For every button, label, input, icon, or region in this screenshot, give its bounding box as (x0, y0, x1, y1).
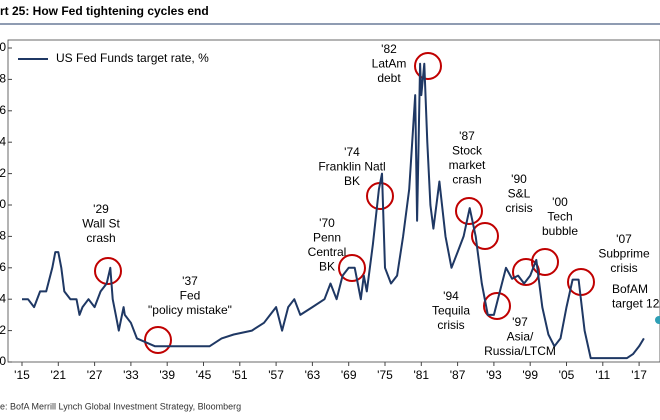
annotation-line: BofAM (612, 282, 648, 296)
x-tick-label: '75 (377, 368, 393, 382)
source-note: e: BofA Merrill Lynch Global Investment … (0, 401, 241, 411)
chart-title: rt 25: How Fed tightening cycles end (0, 4, 209, 18)
annotation-line: bubble (542, 224, 578, 238)
annotation-line: Subprime (598, 247, 650, 261)
x-tick-label: '93 (486, 368, 502, 382)
annotation-line: Russia/LTCM (484, 344, 556, 358)
annotation-line: '70 (319, 216, 335, 230)
x-tick-label: '63 (305, 368, 321, 382)
highlight-circles (94, 52, 595, 354)
annotation-line: crisis (437, 318, 464, 332)
annotation-line: Wall St (82, 217, 120, 231)
x-tick-label: '51 (232, 368, 248, 382)
x-tick-label: '11 (595, 368, 610, 382)
y-tick-label: 2 (0, 166, 6, 180)
annotation-line: '37 (182, 274, 198, 288)
highlight-circle (483, 292, 511, 320)
legend-label: US Fed Funds target rate, % (56, 51, 209, 65)
highlight-circle (144, 326, 172, 354)
annotation-line: Tech (547, 210, 572, 224)
annotation-line: crash (86, 231, 115, 245)
target-marker (655, 316, 660, 324)
x-tick-label: '33 (123, 368, 139, 382)
annotation-line: crash (452, 173, 481, 187)
y-tick-label: 6 (0, 260, 6, 274)
highlight-circle (414, 52, 442, 80)
annotation-line: '90 (511, 172, 527, 186)
y-tick-label: 0 (0, 197, 6, 211)
annotation-line: Franklin Natl (318, 160, 385, 174)
annotation-line: Asia/ (507, 330, 534, 344)
x-tick-label: '81 (413, 368, 429, 382)
x-tick-label: '15 (14, 368, 30, 382)
annotation-line: '29 (93, 202, 109, 216)
annotation-line: market (449, 158, 486, 172)
annotation-line: S&L (508, 187, 531, 201)
y-tick-label: 4 (0, 291, 6, 305)
annotation-line: '00 (552, 195, 568, 209)
highlight-circle (531, 248, 559, 276)
annotation-line: Penn (313, 231, 341, 245)
annotation-line: BK (319, 260, 335, 274)
y-tick-label: 0 (0, 40, 6, 54)
y-tick-label: 0 (0, 354, 6, 368)
y-tick-label: 4 (0, 134, 6, 148)
plot-frame (7, 39, 660, 363)
annotation-line: '87 (459, 129, 475, 143)
annotation-line: crisis (505, 201, 532, 215)
x-tick-label: '27 (87, 368, 103, 382)
highlight-circle (512, 258, 540, 286)
annotation-line: Central (308, 245, 347, 259)
y-tick-label: 8 (0, 229, 6, 243)
annotation-line: Fed (180, 289, 201, 303)
highlight-circle (455, 197, 483, 225)
annotation-line: "policy mistake" (148, 303, 232, 317)
x-tick-label: '21 (50, 368, 66, 382)
annotation-line: target 12/1 (612, 297, 660, 311)
y-tick-label: 8 (0, 72, 6, 86)
series-line (22, 62, 645, 360)
annotation-line: BK (344, 174, 360, 188)
x-tick-label: '57 (268, 368, 284, 382)
highlight-circle (338, 254, 366, 282)
x-tick-label: '87 (450, 368, 466, 382)
annotation-line: crisis (610, 261, 637, 275)
annotation-line: '07 (616, 232, 632, 246)
x-tick-label: '45 (196, 368, 212, 382)
annotation-line: Stock (452, 144, 483, 158)
x-tick-label: '05 (559, 368, 575, 382)
annotation-line: '97 (512, 315, 528, 329)
x-tick-label: '69 (341, 368, 357, 382)
annotation-line: '74 (344, 145, 360, 159)
highlight-circle (471, 222, 499, 250)
x-tick-label: '99 (522, 368, 538, 382)
annotation-line: '82 (381, 42, 397, 56)
y-tick-label: 6 (0, 103, 6, 117)
y-tick-label: 2 (0, 323, 6, 337)
x-tick-label: '39 (159, 368, 175, 382)
highlight-circle (94, 257, 122, 285)
annotation-line: LatAm (372, 57, 407, 71)
annotation-line: Tequila (432, 304, 470, 318)
x-tick-label: '17 (631, 368, 647, 382)
annotation-line: debt (377, 71, 401, 85)
annotation-line: '94 (443, 289, 459, 303)
